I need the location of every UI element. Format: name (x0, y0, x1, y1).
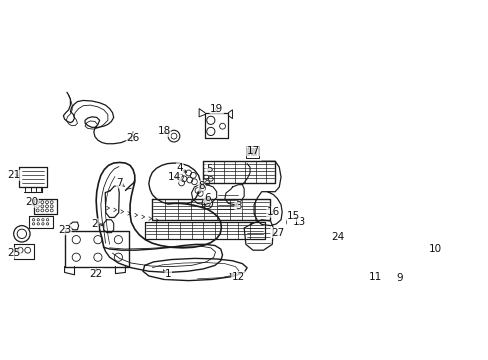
Text: 17: 17 (246, 146, 259, 156)
Text: 2: 2 (91, 219, 98, 229)
Text: 24: 24 (330, 232, 344, 242)
Text: 20: 20 (25, 197, 38, 207)
Text: 12: 12 (231, 271, 244, 282)
Text: 1: 1 (164, 269, 171, 279)
Text: 16: 16 (266, 207, 280, 217)
Text: 8: 8 (198, 181, 204, 191)
Text: 22: 22 (89, 269, 102, 279)
Text: 11: 11 (368, 271, 382, 282)
Text: 6: 6 (203, 193, 210, 203)
Text: 23: 23 (58, 225, 71, 235)
Text: 3: 3 (235, 201, 241, 211)
Text: 13: 13 (292, 217, 306, 227)
Text: 18: 18 (157, 126, 170, 136)
Text: 10: 10 (428, 244, 441, 254)
Text: 27: 27 (270, 228, 284, 238)
Text: 14: 14 (167, 172, 181, 182)
Text: 4: 4 (176, 163, 183, 173)
Text: 21: 21 (8, 170, 21, 180)
Text: 5: 5 (205, 165, 212, 175)
Text: 15: 15 (286, 211, 300, 221)
Text: 26: 26 (126, 133, 140, 143)
Text: 9: 9 (395, 273, 402, 283)
Text: 25: 25 (8, 248, 21, 258)
Text: 7: 7 (116, 178, 122, 188)
Text: 19: 19 (210, 104, 223, 114)
